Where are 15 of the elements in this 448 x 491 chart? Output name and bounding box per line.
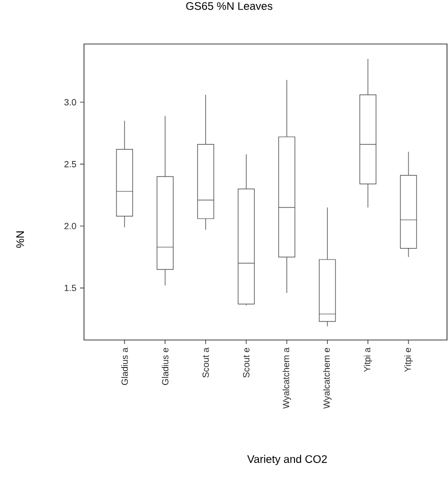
- y-tick-label: 3.0: [64, 99, 76, 106]
- x-tick-label: Yitpi e: [404, 348, 413, 372]
- x-tick-label: Wyalcatchem e: [323, 348, 332, 409]
- y-axis-title: %N: [16, 231, 24, 248]
- x-tick-label: Scout a: [202, 348, 209, 378]
- x-tick-label: Yitpi a: [364, 348, 372, 372]
- x-tick-label: Scout e: [243, 348, 250, 378]
- y-tick-label: 1.5: [64, 284, 76, 292]
- x-tick-label: Gladius a: [121, 348, 128, 385]
- x-tick-label: Wyalcatchem a: [282, 348, 291, 409]
- x-axis-title: Variety and CO2: [247, 454, 327, 466]
- y-tick-label: 2.5: [64, 160, 76, 168]
- x-tick-label: Gladius e: [162, 348, 168, 385]
- y-tick-label: 2.0: [64, 222, 76, 230]
- chart-title: GS65 %N Leaves: [186, 2, 272, 10]
